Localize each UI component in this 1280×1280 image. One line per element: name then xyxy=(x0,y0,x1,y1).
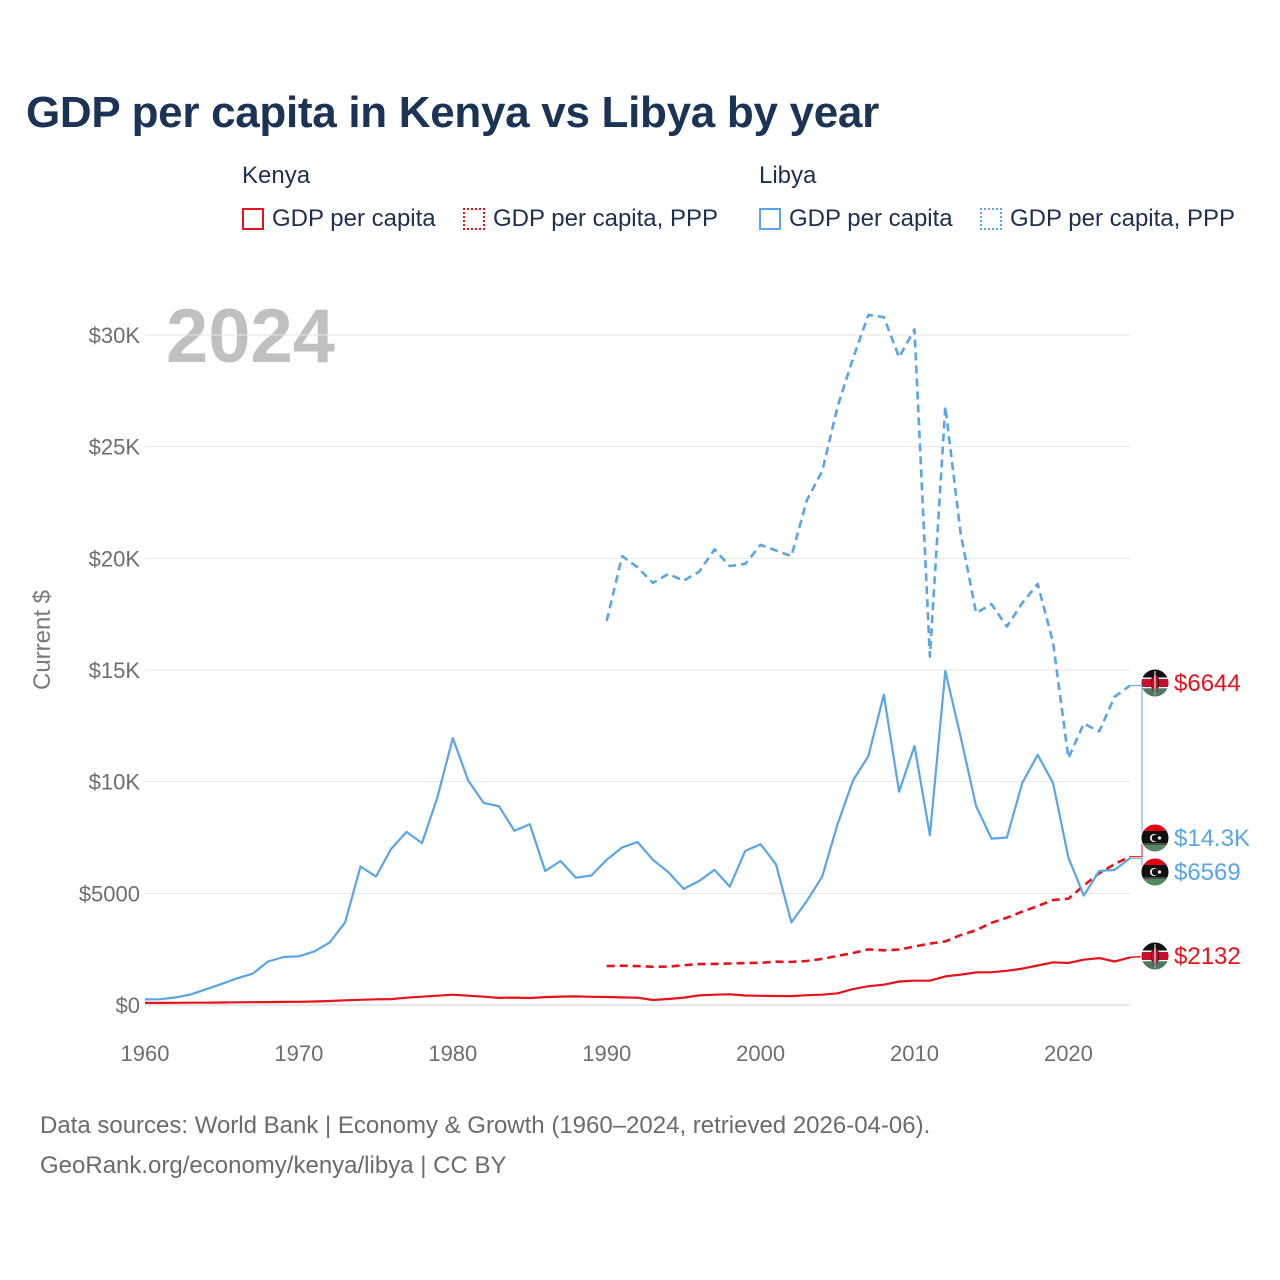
sources-line-2: GeoRank.org/economy/kenya/libya | CC BY xyxy=(40,1152,507,1179)
x-tick-label: 1960 xyxy=(121,1041,170,1066)
legend-item-libya-gdp[interactable]: GDP per capita xyxy=(759,204,953,234)
end-value-label: $2132 xyxy=(1174,943,1241,970)
y-tick-label: $10K xyxy=(89,770,141,795)
legend-swatch-dotted-blue xyxy=(980,208,1002,230)
legend-label: GDP per capita, PPP xyxy=(1010,205,1235,232)
x-tick-label: 2020 xyxy=(1044,1041,1093,1066)
legend-swatch-solid-red xyxy=(242,208,264,230)
legend-label: GDP per capita, PPP xyxy=(493,205,718,232)
y-tick-label: $5000 xyxy=(79,881,140,906)
chart-title: GDP per capita in Kenya vs Libya by year xyxy=(26,88,879,137)
year-watermark: 2024 xyxy=(166,294,335,379)
x-tick-label: 1990 xyxy=(582,1041,631,1066)
sources-line-1: Data sources: World Bank | Economy & Gro… xyxy=(40,1112,931,1139)
legend-label: GDP per capita xyxy=(272,205,436,232)
legend-item-kenya-gdp-ppp[interactable]: GDP per capita, PPP xyxy=(463,204,718,234)
y-tick-label: $15K xyxy=(89,658,141,683)
label-connector xyxy=(1130,685,1150,839)
end-value-label: $6569 xyxy=(1174,859,1241,886)
x-tick-label: 1970 xyxy=(274,1041,323,1066)
x-tick-label: 2000 xyxy=(736,1041,785,1066)
legend-swatch-dotted-red xyxy=(463,208,485,230)
y-axis-label: Current $ xyxy=(29,590,56,690)
kenya-flag-icon xyxy=(1140,941,1170,971)
legend-item-kenya-gdp[interactable]: GDP per capita xyxy=(242,204,436,234)
libya-gdp-line xyxy=(144,670,1131,1001)
x-tick-label: 2010 xyxy=(890,1041,939,1066)
kenya-gdp-line xyxy=(145,956,1131,1004)
libya-gdp-ppp-line xyxy=(605,313,1131,760)
x-tick-label: 1980 xyxy=(428,1041,477,1066)
kenya-gdp-ppp-line xyxy=(606,855,1131,969)
legend-swatch-solid-blue xyxy=(759,208,781,230)
y-tick-label: $30K xyxy=(89,323,141,348)
libya-flag-icon xyxy=(1140,823,1170,853)
end-value-label: $6644 xyxy=(1174,670,1241,697)
kenya-flag-icon xyxy=(1140,668,1170,698)
sources-note: Data sources: World Bank | Economy & Gro… xyxy=(40,1106,930,1186)
y-tick-label: $20K xyxy=(89,546,141,571)
legend-group-libya: Libya xyxy=(759,162,817,189)
legend-group-kenya: Kenya xyxy=(242,162,311,189)
libya-flag-icon xyxy=(1140,857,1170,887)
legend-item-libya-gdp-ppp[interactable]: GDP per capita, PPP xyxy=(980,204,1235,234)
y-tick-label: $25K xyxy=(89,435,141,460)
legend-label: GDP per capita xyxy=(789,205,953,232)
end-value-label: $14.3K xyxy=(1174,825,1250,852)
y-tick-label: $0 xyxy=(116,993,140,1018)
